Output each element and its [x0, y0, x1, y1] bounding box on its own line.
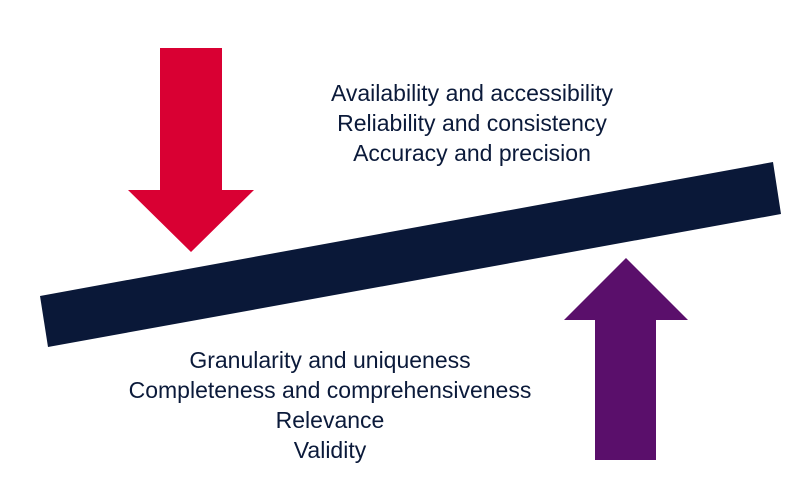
bottom-factor-line: Validity — [293, 437, 367, 463]
arrow-up-icon — [564, 258, 688, 460]
balance-beam — [40, 162, 781, 347]
bottom-factors-text: Granularity and uniqueness Completeness … — [90, 345, 570, 465]
top-factor-line: Availability and accessibility — [330, 80, 614, 106]
bottom-factor-line: Granularity and uniqueness — [189, 347, 471, 373]
top-factor-line: Reliability and consistency — [337, 110, 607, 136]
arrow-down-icon — [128, 48, 254, 252]
top-factors-text: Availability and accessibility Reliabili… — [280, 78, 664, 168]
top-factor-line: Accuracy and precision — [353, 140, 591, 166]
bottom-factor-line: Relevance — [275, 407, 385, 433]
bottom-factor-line: Completeness and comprehensiveness — [128, 377, 532, 403]
